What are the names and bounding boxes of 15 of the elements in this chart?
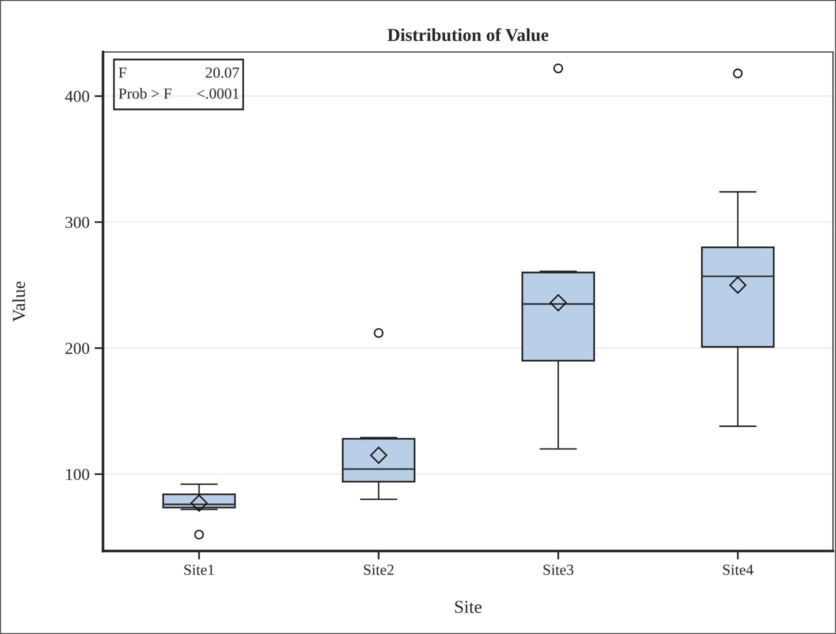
annotation: <.0001 — [197, 88, 239, 99]
chart-title: Distribution of Value — [388, 28, 548, 42]
annotation: F — [118, 68, 126, 78]
x-axis-title: Site — [455, 600, 482, 613]
x-tick-label: Site4 — [723, 564, 754, 575]
y-axis-title: Value — [12, 282, 26, 322]
x-tick-label: Site1 — [184, 564, 214, 575]
annotation: 20.07 — [206, 67, 240, 78]
y-tick-label: 400 — [65, 90, 90, 102]
y-tick-label: 300 — [66, 216, 90, 228]
x-tick-label: Site2 — [364, 564, 394, 575]
x-tick-label: Site3 — [544, 564, 574, 575]
y-tick-label: 100 — [66, 468, 90, 480]
annotation: Prob > F — [118, 88, 172, 99]
y-tick-label: 200 — [66, 342, 90, 354]
